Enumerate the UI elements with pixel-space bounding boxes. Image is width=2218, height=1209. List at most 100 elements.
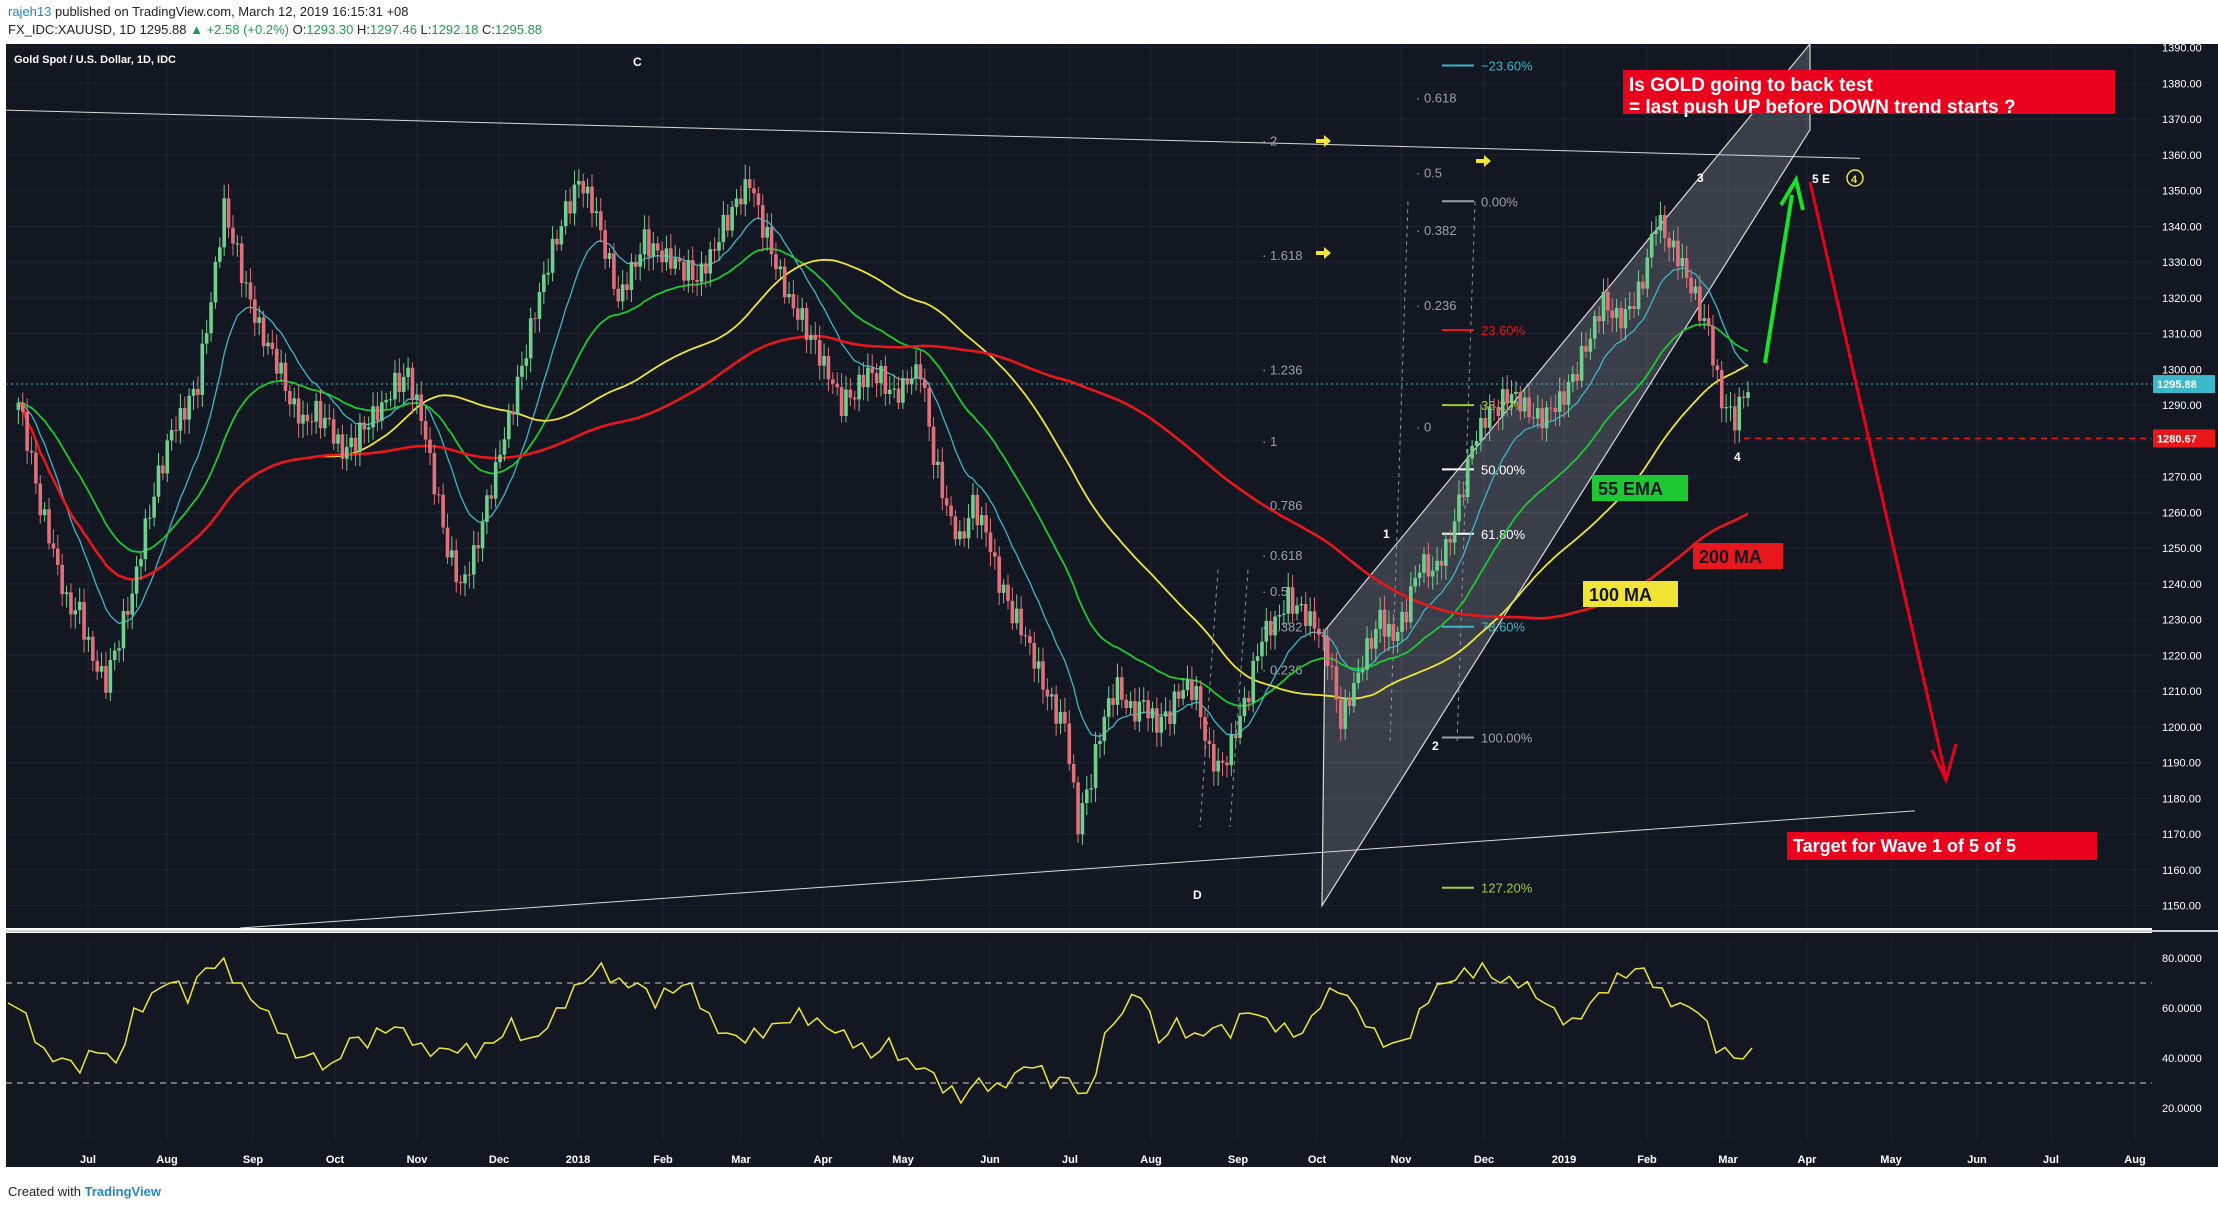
green-up-arrow-shaft [1763, 194, 1794, 364]
candle-body [274, 348, 279, 374]
candle-body [1457, 494, 1461, 522]
candle-body [1194, 686, 1199, 701]
candle-body [1549, 407, 1553, 409]
upper-wedge-line [5, 109, 1861, 159]
wave-circle-label: 4 [1851, 174, 1858, 186]
candle-body [1496, 406, 1501, 417]
candle-body [625, 284, 629, 291]
candle-body [1071, 763, 1076, 783]
candle-body [91, 636, 95, 661]
candle-body [1277, 614, 1282, 617]
fib-left-label: · 2 [1262, 134, 1277, 149]
candle-body [1439, 560, 1444, 566]
time-axis[interactable]: Jul Aug Sep Oct Nov Dec 2018 Feb Mar Apr May Jun Jul… [80, 1154, 2146, 1166]
price-change: ▲ +2.58 (+0.2%) [190, 22, 289, 37]
candle-body [112, 650, 117, 660]
candle-body [1514, 391, 1518, 394]
candle-body [760, 205, 765, 238]
candle-body [104, 666, 108, 693]
candle-body [848, 389, 853, 398]
candle-body [1715, 365, 1720, 371]
candle-body [375, 406, 380, 421]
red-down-arrow-shaft [1808, 181, 1948, 778]
fib-right-label: 0.00% [1481, 194, 1518, 209]
candle-body [1181, 690, 1185, 699]
tradingview-logo[interactable]: TradingView [84, 1184, 161, 1199]
price-axis[interactable]: 1390.00 1380.00 1370.00 1360.00 1350.00 1340.… [2153, 43, 2215, 1115]
candle-body [1483, 417, 1488, 428]
candle-body [1102, 716, 1107, 741]
candle-body [914, 364, 918, 379]
question-note-text: = last push UP before DOWN trend starts … [1629, 97, 2016, 118]
wave-label: 2 [1432, 739, 1439, 753]
candle-body [756, 193, 761, 206]
candle-body [1461, 494, 1466, 497]
candle-body [673, 258, 677, 269]
symbol-label[interactable]: FX_IDC:XAUUSD, 1D [8, 22, 136, 37]
candle-body [1032, 643, 1037, 669]
fib-left-label: · 1.618 [1262, 248, 1302, 263]
candle-body [607, 253, 612, 259]
candle-body [1579, 345, 1584, 381]
candle-body [38, 483, 43, 516]
candle-body [800, 308, 804, 320]
candle-body [984, 515, 988, 533]
candle-body [1229, 734, 1234, 766]
candle-body [73, 610, 78, 615]
time-axis-bg [6, 1143, 2218, 1167]
candle-body [717, 241, 721, 251]
price-chart[interactable]: −23.60%0.00%23.60%38.20%50.00%61.80%78.6… [0, 0, 2218, 1170]
candle-body [279, 362, 283, 374]
candle-body [95, 660, 99, 672]
candle-body [909, 378, 914, 385]
candle-body [1601, 291, 1606, 322]
time-tick-label: Feb [653, 1154, 673, 1166]
candle-body [349, 437, 353, 448]
candle-body [1155, 708, 1159, 733]
fib-right-label: 23.60% [1481, 323, 1526, 338]
candle-body [708, 249, 713, 274]
candle-body [542, 274, 546, 293]
time-tick-label: Oct [1308, 1154, 1327, 1166]
candle-body [218, 247, 222, 262]
candle-body [77, 601, 82, 611]
fib-left-label: · 1 [1262, 434, 1277, 449]
candle-body [642, 229, 647, 255]
fib-mid-label: · 0 [1416, 420, 1431, 435]
candle-body [660, 250, 664, 263]
fib-dashed-line [1456, 201, 1476, 745]
candle-body [226, 198, 231, 228]
wave-label: D [1193, 888, 1202, 902]
candle-body [655, 243, 660, 251]
candle-body [1623, 309, 1628, 329]
candle-body [1588, 338, 1593, 352]
time-tick-label: May [1880, 1154, 1902, 1166]
candle-body [1360, 669, 1365, 673]
candle-body [852, 397, 857, 400]
candle-body [266, 342, 270, 347]
candle-body [344, 447, 349, 459]
candle-body [664, 248, 669, 263]
candle-body [1185, 679, 1190, 691]
candle-body [1448, 538, 1453, 543]
candle-body [305, 414, 310, 422]
candle-body [1689, 277, 1693, 294]
candle-body [476, 545, 480, 549]
candle-body [1671, 240, 1676, 248]
candle-body [1452, 521, 1457, 543]
candle-body [1698, 286, 1702, 321]
candle-body [261, 317, 266, 347]
candle-body [69, 592, 73, 615]
candle-body [747, 179, 752, 189]
candle-body [1553, 408, 1558, 413]
fib-dashed-line [1229, 569, 1249, 827]
author-link[interactable]: rajeh13 [8, 4, 52, 19]
candle-body [1352, 682, 1356, 707]
time-tick-label: Dec [489, 1154, 509, 1166]
candle-body [1303, 603, 1308, 627]
candle-body [1382, 609, 1387, 637]
target-note-text: Target for Wave 1 of 5 of 5 [1793, 836, 2016, 856]
candle-body [971, 494, 975, 519]
candle-body [787, 293, 791, 298]
candle-body [581, 180, 586, 194]
